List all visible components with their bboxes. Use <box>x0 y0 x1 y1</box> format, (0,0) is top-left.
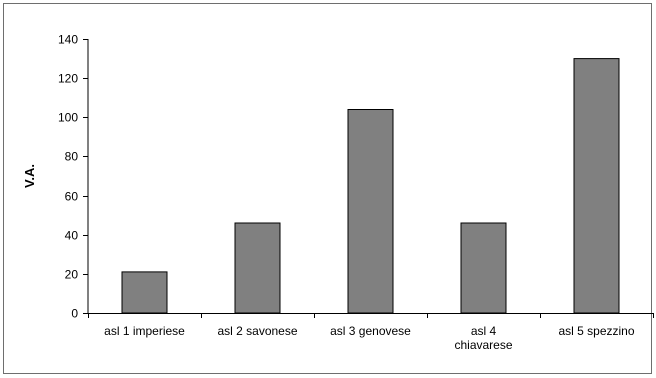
bar <box>234 222 281 314</box>
y-tick-label: 140 <box>58 33 78 47</box>
x-tick-label: asl 1 imperiese <box>104 324 185 338</box>
bar <box>460 222 507 314</box>
y-tick-label: 60 <box>65 190 79 204</box>
y-tick-label: 0 <box>71 307 78 321</box>
bar <box>347 109 394 314</box>
y-tick-label: 80 <box>65 150 79 164</box>
y-tick-label: 100 <box>58 111 78 125</box>
y-tick-label: 20 <box>65 268 79 282</box>
x-tick-label: asl 2 savonese <box>217 324 297 338</box>
y-tick-label: 40 <box>65 229 79 243</box>
x-tick-label: asl 4 <box>471 324 497 338</box>
bar <box>573 58 620 314</box>
bar <box>121 271 168 314</box>
chart-marks: 0 20 40 60 80 100 120 140 asl 1 imperiese asl 2 s… <box>58 33 654 352</box>
x-tick-label: asl 3 genovese <box>330 324 411 338</box>
x-tick-label: chiavarese <box>454 338 512 352</box>
y-axis-title: V.A. <box>22 164 37 188</box>
y-tick-label: 120 <box>58 72 78 86</box>
chart-frame <box>3 3 652 374</box>
x-tick-label: asl 5 spezzino <box>558 324 634 338</box>
